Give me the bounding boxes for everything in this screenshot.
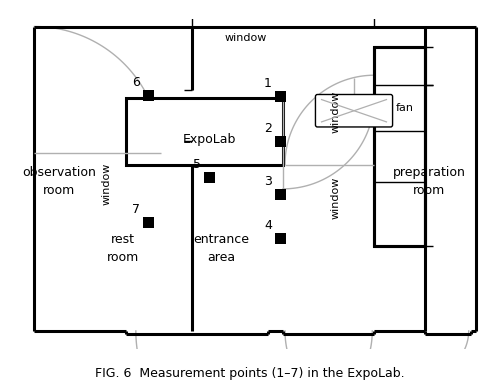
Bar <box>275 91 286 102</box>
Text: fan: fan <box>396 103 413 113</box>
Text: 7: 7 <box>132 203 140 216</box>
Bar <box>204 172 216 183</box>
Text: window: window <box>101 163 111 206</box>
FancyBboxPatch shape <box>316 95 392 127</box>
Text: 2: 2 <box>264 122 272 135</box>
Text: observation
room: observation room <box>22 166 96 196</box>
Bar <box>275 189 286 200</box>
Text: 6: 6 <box>132 76 140 89</box>
Text: 5: 5 <box>194 158 202 171</box>
Text: window: window <box>224 33 266 43</box>
Text: ExpoLab: ExpoLab <box>183 133 236 146</box>
Text: entrance
area: entrance area <box>194 233 250 264</box>
Text: window: window <box>331 176 341 219</box>
Text: 1: 1 <box>264 77 272 90</box>
Bar <box>126 97 283 165</box>
Text: preparation
room: preparation room <box>393 166 466 196</box>
Text: FIG. 6  Measurement points (1–7) in the ExpoLab.: FIG. 6 Measurement points (1–7) in the E… <box>95 367 405 381</box>
Text: window: window <box>331 90 341 133</box>
Text: 3: 3 <box>264 175 272 188</box>
Text: rest
room: rest room <box>106 233 138 264</box>
Bar <box>275 136 286 147</box>
Bar <box>143 90 154 101</box>
Bar <box>275 233 286 244</box>
Bar <box>143 217 154 228</box>
Bar <box>374 47 425 246</box>
Text: 4: 4 <box>264 219 272 232</box>
